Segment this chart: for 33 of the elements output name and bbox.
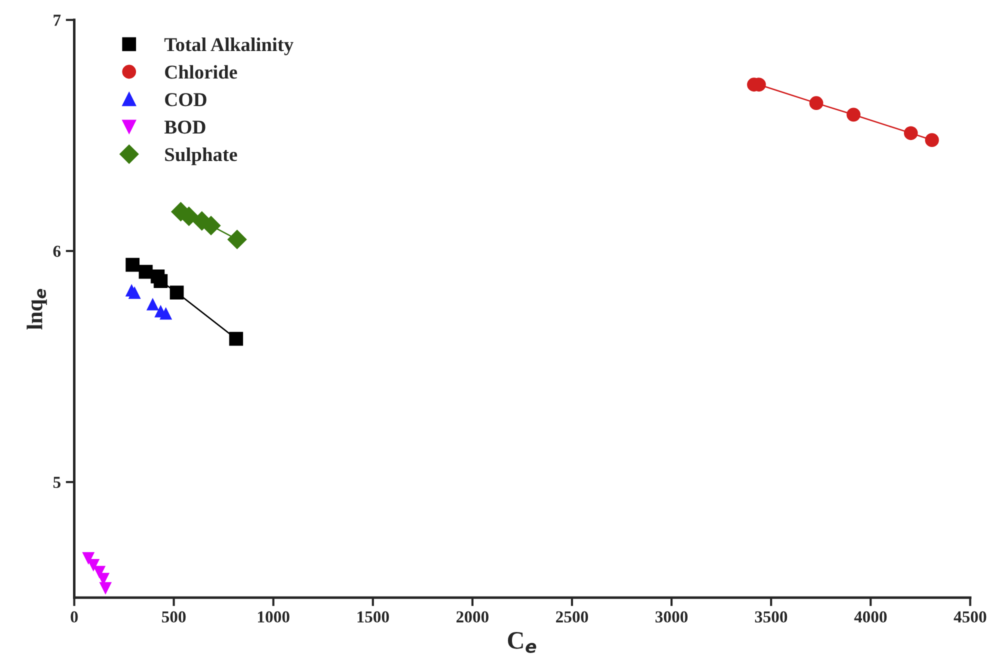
x-tick-label: 4000 [854,611,887,623]
point [126,258,140,272]
x-tick-label: 500 [162,611,186,623]
y-tick-label: 7 [54,14,61,26]
point [146,298,159,310]
point [904,126,918,140]
x-axis-title: C$_{e}$ [508,632,536,653]
point [154,274,168,288]
legend-label: Chloride [165,65,238,79]
point [229,332,244,346]
legend-label: COD [165,93,206,106]
point [170,286,184,300]
point [160,307,172,320]
legend-label: Total Alkalinity [164,38,294,56]
x-tick-label: 1000 [258,611,290,623]
x-tick-label: 2500 [556,611,588,623]
point [925,133,939,148]
legend-label: BOD [164,120,206,134]
point [846,108,860,122]
x-tick-label: 2000 [456,611,488,623]
legend-label: Sulphate [165,147,238,166]
point [228,230,247,249]
x-tick-label: 0 [70,611,78,623]
x-tick-label: 4500 [954,611,986,623]
y-axis-title: lnq$_{e}$ [26,288,47,330]
point [128,286,141,299]
x-tick-label: 1500 [358,611,389,623]
x-tick-label: 3500 [755,611,788,623]
y-tick-label: 6 [53,246,61,257]
x-tick-label: 3000 [656,611,688,623]
y-tick-label: 5 [53,476,60,488]
point [809,96,824,110]
point [99,582,112,595]
